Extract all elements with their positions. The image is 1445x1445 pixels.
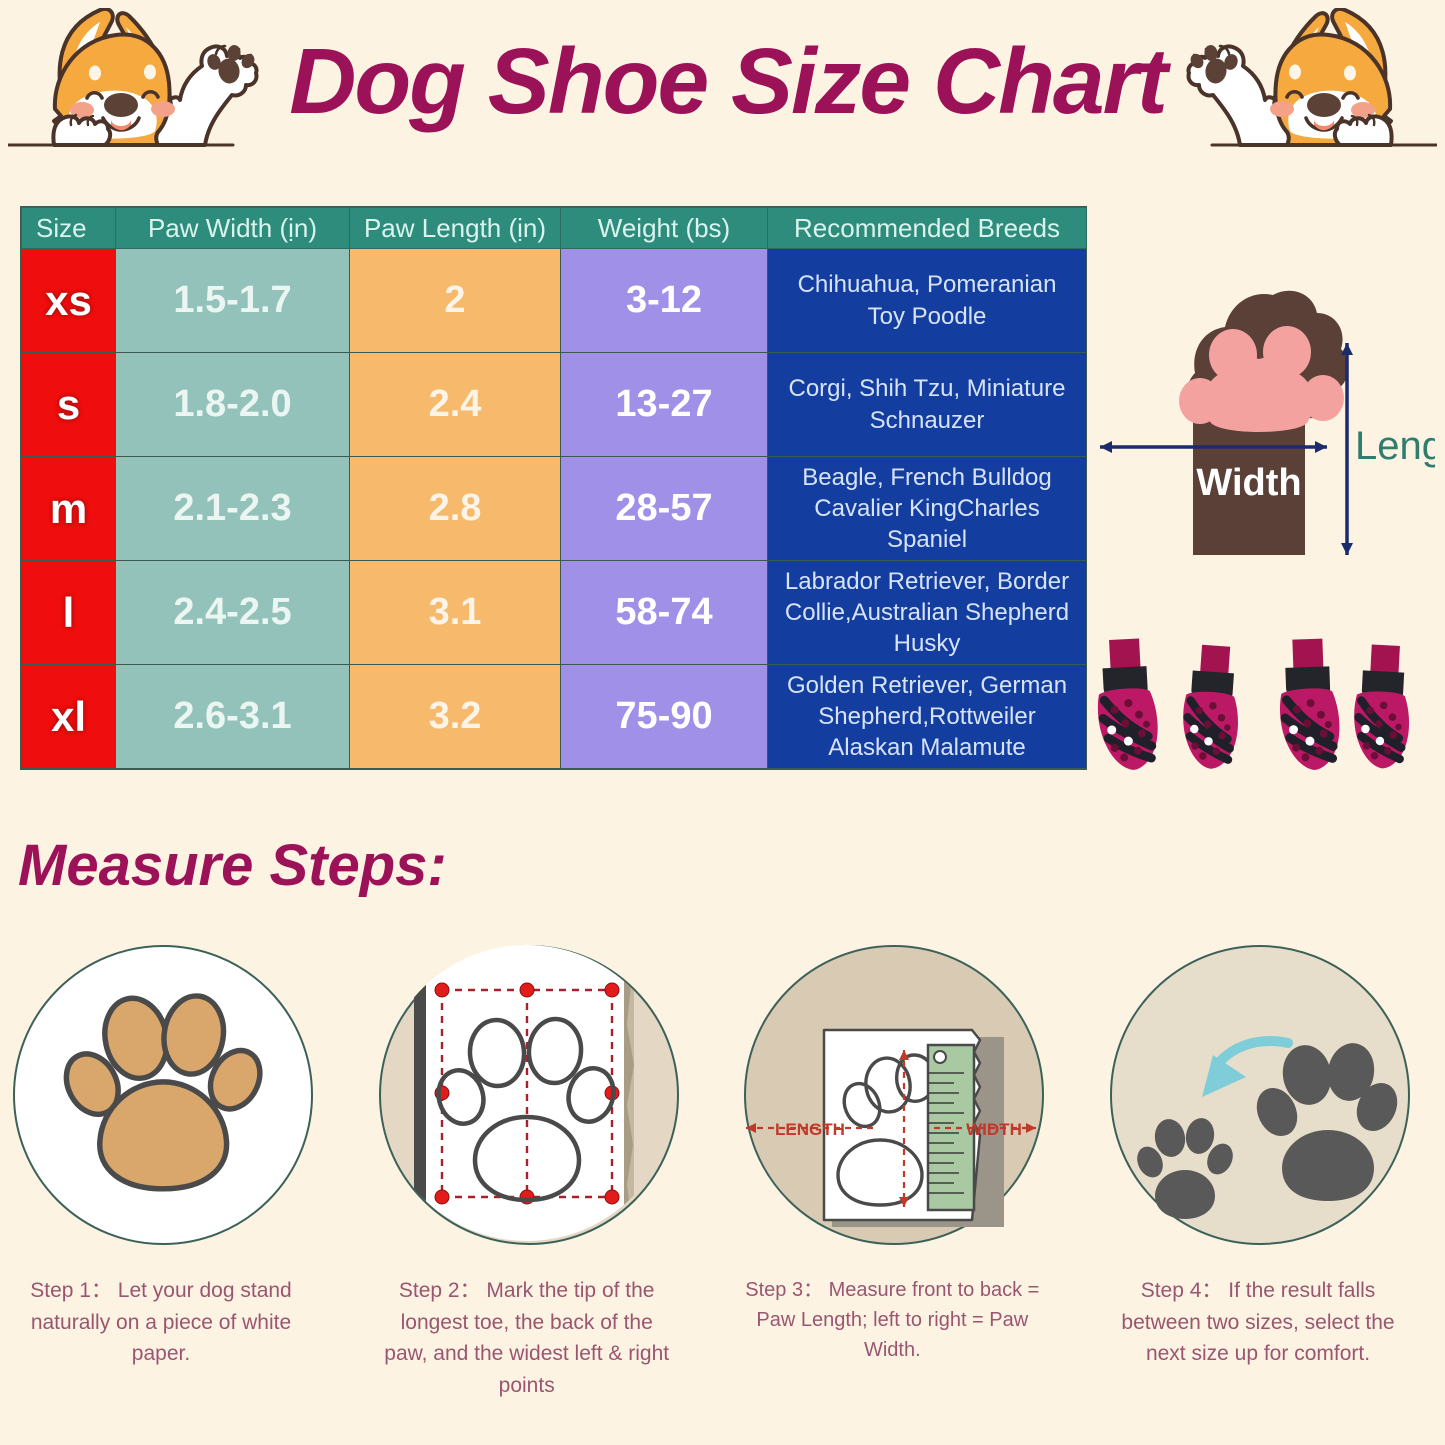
svg-text:LENGTH: LENGTH xyxy=(775,1120,845,1139)
svg-text:Length: Length xyxy=(1355,424,1435,468)
svg-text:Width: Width xyxy=(1196,462,1301,504)
svg-text:WIDTH: WIDTH xyxy=(966,1120,1022,1139)
